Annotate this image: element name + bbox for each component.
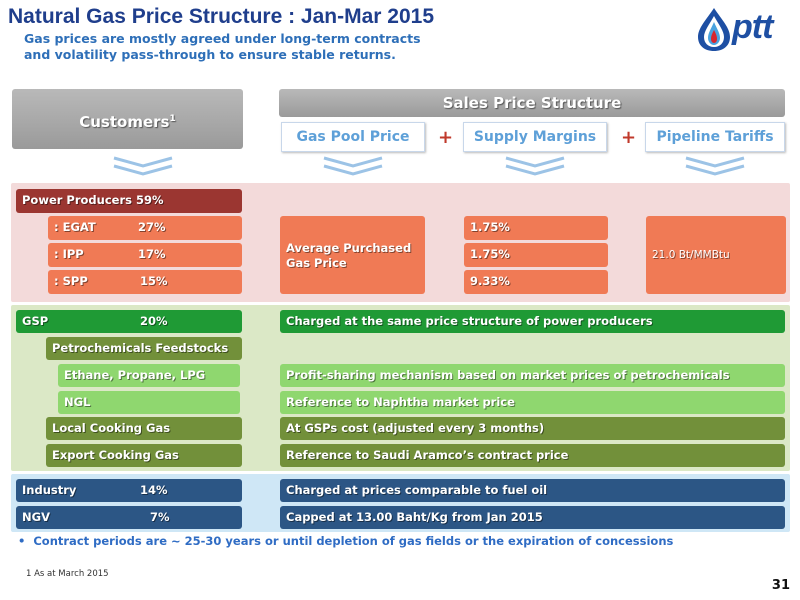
- customer-name: Industry: [22, 483, 77, 497]
- customer-share: 14%: [140, 483, 168, 497]
- chevron-down-icon: [113, 156, 173, 176]
- customer-name: GSP: [22, 314, 49, 328]
- power-producers-label: Power Producers 59%: [16, 189, 242, 213]
- industry-description: Charged at prices comparable to fuel oil: [280, 479, 785, 502]
- customer-row-egat: : EGAT 27%: [48, 216, 242, 240]
- customer-name: : EGAT: [54, 220, 96, 234]
- local-cooking-gas-description: At GSPs cost (adjusted every 3 months): [280, 417, 785, 440]
- ethane-propane-lpg-label: Ethane, Propane, LPG: [58, 364, 240, 387]
- ngl-description: Reference to Naphtha market price: [280, 391, 785, 414]
- customers-header: Customers1: [12, 89, 243, 149]
- customer-row-ngv: NGV 7%: [16, 506, 242, 529]
- flame-drop-icon: [698, 8, 730, 51]
- page-number: 31: [771, 578, 790, 593]
- chevron-down-icon: [323, 156, 383, 176]
- customer-share: 20%: [140, 314, 168, 328]
- subtitle-line-2: and volatility pass-through to ensure st…: [24, 47, 396, 62]
- sales-price-structure-header: Sales Price Structure: [279, 89, 785, 117]
- supply-margin-egat: 1.75%: [464, 216, 608, 240]
- chevron-down-icon: [685, 156, 745, 176]
- petrochemicals-feedstocks-label: Petrochemicals Feedstocks: [46, 337, 242, 360]
- average-purchased-gas-price-box: Average Purchased Gas Price: [280, 216, 425, 294]
- customer-name: : IPP: [54, 247, 84, 261]
- bullet-text: Contract periods are ~ 25-30 years or un…: [33, 534, 674, 548]
- customer-share: 27%: [138, 220, 166, 234]
- local-cooking-gas-label: Local Cooking Gas: [46, 417, 242, 440]
- page-subtitle: Gas prices are mostly agreed under long-…: [24, 31, 421, 63]
- customer-share: 15%: [140, 274, 168, 288]
- chevron-down-icon: [505, 156, 565, 176]
- logo-wordmark: ptt: [732, 8, 773, 46]
- ngv-description: Capped at 13.00 Baht/Kg from Jan 2015: [280, 506, 785, 529]
- pipeline-tariff-value: 21.0 Bt/MMBtu: [646, 216, 786, 294]
- subtitle-line-1: Gas prices are mostly agreed under long-…: [24, 31, 421, 46]
- contract-period-bullet: • Contract periods are ~ 25-30 years or …: [18, 534, 673, 548]
- plus-sign-2: +: [621, 127, 637, 148]
- customer-row-gsp: GSP 20%: [16, 310, 242, 333]
- supply-margin-ipp: 1.75%: [464, 243, 608, 267]
- footnote: 1 As at March 2015: [26, 569, 109, 579]
- ngl-label: NGL: [58, 391, 240, 414]
- customer-row-industry: Industry 14%: [16, 479, 242, 502]
- pipeline-tariffs-box: Pipeline Tariffs: [645, 122, 785, 152]
- page-title: Natural Gas Price Structure : Jan-Mar 20…: [8, 5, 435, 28]
- pool-text-line-1: Average Purchased: [286, 241, 412, 255]
- ethane-propane-lpg-description: Profit-sharing mechanism based on market…: [280, 364, 785, 387]
- pool-text-line-2: Gas Price: [286, 256, 347, 270]
- customer-name: NGV: [22, 510, 50, 524]
- customers-label: Customers: [79, 113, 170, 131]
- customer-share: 17%: [138, 247, 166, 261]
- customer-row-ipp: : IPP 17%: [48, 243, 242, 267]
- customer-row-spp: : SPP 15%: [48, 270, 242, 294]
- plus-sign-1: +: [438, 127, 454, 148]
- customer-share: 7%: [150, 510, 170, 524]
- bullet-dot: •: [18, 534, 34, 548]
- customers-footnote-marker: 1: [169, 114, 176, 124]
- gas-pool-price-box: Gas Pool Price: [281, 122, 425, 152]
- gsp-description: Charged at the same price structure of p…: [280, 310, 785, 333]
- export-cooking-gas-description: Reference to Saudi Aramco’s contract pri…: [280, 444, 785, 467]
- export-cooking-gas-label: Export Cooking Gas: [46, 444, 242, 467]
- supply-margins-box: Supply Margins: [463, 122, 607, 152]
- ptt-logo: ptt: [694, 6, 794, 52]
- supply-margin-spp: 9.33%: [464, 270, 608, 294]
- customer-name: : SPP: [54, 274, 88, 288]
